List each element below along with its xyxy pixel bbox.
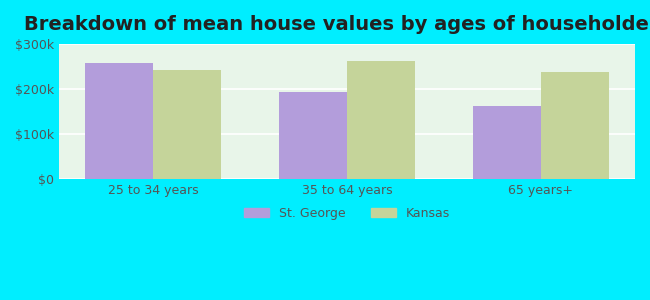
Bar — [541, 72, 609, 179]
Legend: St. George, Kansas: St. George, Kansas — [239, 202, 455, 225]
Bar — [279, 92, 347, 179]
Bar — [473, 106, 541, 179]
Bar — [347, 61, 415, 179]
Bar — [153, 70, 221, 179]
Title: Breakdown of mean house values by ages of householders: Breakdown of mean house values by ages o… — [24, 15, 650, 34]
Bar — [85, 63, 153, 179]
